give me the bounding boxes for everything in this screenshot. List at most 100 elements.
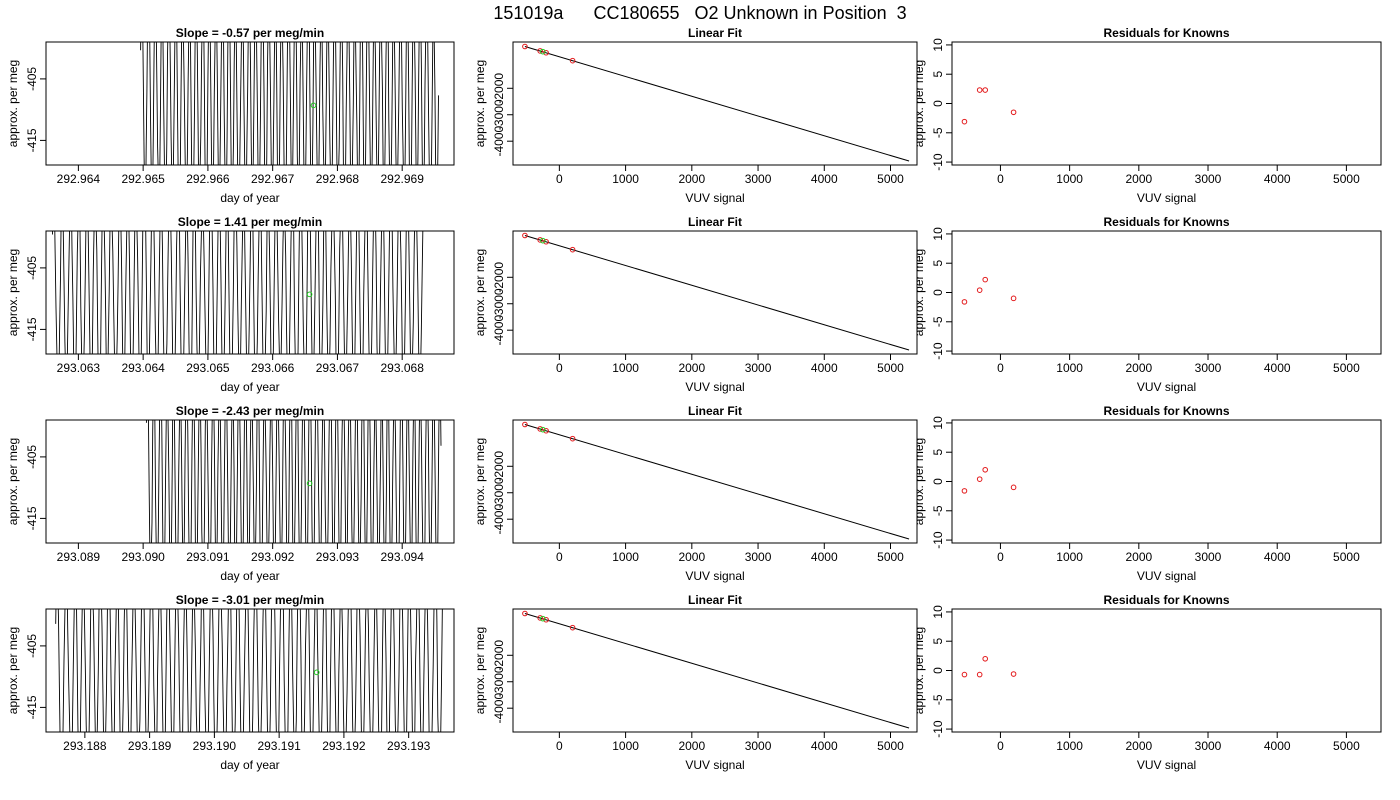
y-tick-label: -5 bbox=[931, 505, 945, 516]
residual-point bbox=[961, 488, 968, 494]
known-point bbox=[522, 421, 528, 428]
x-tick-label: 3000 bbox=[1195, 172, 1222, 186]
y-tick-label: -10 bbox=[931, 531, 945, 549]
unknown-point bbox=[540, 615, 546, 622]
y-axis-label: approx. per meg bbox=[912, 249, 926, 336]
x-tick-label: 4000 bbox=[811, 550, 838, 564]
panel-title: Residuals for Knowns bbox=[1103, 215, 1229, 229]
y-tick-label: -10 bbox=[931, 342, 945, 360]
y-axis-label: approx. per meg bbox=[6, 60, 20, 147]
plot-area bbox=[522, 610, 910, 729]
x-tick-label: 4000 bbox=[1264, 361, 1291, 375]
panel-linear-fit-row-1: Linear Fit VUV signal approx. per meg 0 1000… bbox=[473, 215, 918, 394]
x-tick-label: 1000 bbox=[1056, 550, 1083, 564]
x-tick-label: 1000 bbox=[612, 739, 639, 753]
y-tick-label: -2000 bbox=[492, 451, 506, 482]
x-tick-label: 293.192 bbox=[322, 739, 366, 753]
plot-area bbox=[46, 42, 439, 165]
x-tick-label: 293.092 bbox=[251, 550, 295, 564]
x-tick-label: 293.066 bbox=[251, 361, 295, 375]
y-tick-label: 5 bbox=[931, 638, 945, 645]
x-tick-label: 2000 bbox=[1125, 172, 1152, 186]
y-tick-label: 10 bbox=[931, 227, 945, 241]
residual-point bbox=[982, 466, 989, 473]
x-tick-label: 1000 bbox=[1056, 739, 1083, 753]
y-axis-label: approx. per meg bbox=[912, 60, 926, 147]
y-tick-label: -4000 bbox=[492, 315, 506, 346]
known-point bbox=[569, 57, 576, 64]
panel-residuals-row-3: Residuals for Knowns VUV signal approx. pe… bbox=[912, 593, 1382, 772]
panel-title: Slope = -0.57 per meg/min bbox=[176, 26, 324, 40]
x-axis-label: VUV signal bbox=[685, 758, 744, 772]
residual-point bbox=[1010, 484, 1017, 491]
plot-area bbox=[522, 421, 910, 540]
y-tick-label: 10 bbox=[931, 416, 945, 430]
panel-linear-fit-row-0: Linear Fit VUV signal approx. per meg 0 1000… bbox=[473, 26, 918, 205]
panel-title: Linear Fit bbox=[688, 26, 742, 40]
plot-area bbox=[522, 232, 910, 351]
y-tick-label: -4000 bbox=[492, 693, 506, 724]
residual-point bbox=[976, 87, 983, 93]
plot-frame bbox=[951, 608, 1382, 733]
y-tick-label: 5 bbox=[931, 260, 945, 267]
x-tick-label: 293.063 bbox=[57, 361, 101, 375]
plot-area bbox=[46, 609, 443, 732]
x-tick-label: 292.964 bbox=[57, 172, 101, 186]
x-tick-label: 0 bbox=[997, 739, 1004, 753]
x-tick-label: 2000 bbox=[1125, 361, 1152, 375]
plot-area bbox=[961, 276, 1017, 305]
x-tick-label: 292.966 bbox=[186, 172, 230, 186]
x-tick-label: 5000 bbox=[1333, 172, 1360, 186]
plot-frame bbox=[512, 41, 918, 166]
x-axis-label: day of year bbox=[220, 191, 279, 205]
x-axis-label: VUV signal bbox=[685, 191, 744, 205]
known-point bbox=[543, 427, 549, 434]
known-point bbox=[537, 237, 543, 243]
x-axis-label: VUV signal bbox=[1137, 758, 1196, 772]
x-tick-label: 2000 bbox=[678, 361, 705, 375]
panel-time-series-row-1: Slope = 1.41 per meg/min day of year appro… bbox=[6, 215, 455, 394]
y-tick-label: -5 bbox=[931, 127, 945, 138]
x-tick-label: 0 bbox=[997, 550, 1004, 564]
panel-title: Slope = -2.43 per meg/min bbox=[176, 404, 324, 418]
x-tick-label: 3000 bbox=[745, 172, 772, 186]
panel-residuals-row-0: Residuals for Knowns VUV signal approx. pe… bbox=[912, 26, 1382, 205]
y-tick-label: -2000 bbox=[492, 262, 506, 293]
plot-frame bbox=[512, 608, 918, 733]
known-point bbox=[543, 49, 549, 56]
x-tick-label: 292.969 bbox=[380, 172, 424, 186]
known-point bbox=[543, 238, 549, 245]
plot-frame bbox=[951, 419, 1382, 544]
x-tick-label: 0 bbox=[556, 361, 563, 375]
y-tick-label: -405 bbox=[25, 445, 39, 469]
x-tick-label: 5000 bbox=[877, 361, 904, 375]
known-point bbox=[537, 48, 543, 54]
plot-frame bbox=[45, 608, 455, 733]
residual-point bbox=[1010, 295, 1017, 302]
x-tick-label: 4000 bbox=[1264, 739, 1291, 753]
y-tick-label: 0 bbox=[931, 667, 945, 674]
plot-frame bbox=[512, 230, 918, 355]
x-tick-label: 293.068 bbox=[380, 361, 424, 375]
residual-point bbox=[976, 671, 983, 678]
panel-title: Residuals for Knowns bbox=[1103, 26, 1229, 40]
unknown-point bbox=[540, 48, 546, 55]
fit-line bbox=[524, 424, 910, 540]
plot-frame bbox=[951, 41, 1382, 166]
y-tick-label: -415 bbox=[25, 128, 39, 152]
x-tick-label: 1000 bbox=[1056, 361, 1083, 375]
x-tick-label: 293.067 bbox=[316, 361, 360, 375]
x-tick-label: 0 bbox=[997, 361, 1004, 375]
residual-point bbox=[1010, 109, 1017, 116]
known-point bbox=[522, 43, 528, 50]
plot-area bbox=[961, 655, 1017, 678]
known-point bbox=[522, 610, 528, 617]
x-tick-label: 5000 bbox=[1333, 739, 1360, 753]
x-tick-label: 3000 bbox=[745, 739, 772, 753]
y-tick-label: -4000 bbox=[492, 126, 506, 157]
fit-line bbox=[524, 46, 910, 162]
plot-area bbox=[46, 231, 424, 354]
x-tick-label: 3000 bbox=[1195, 739, 1222, 753]
x-tick-label: 5000 bbox=[1333, 361, 1360, 375]
y-tick-label: -10 bbox=[931, 153, 945, 171]
